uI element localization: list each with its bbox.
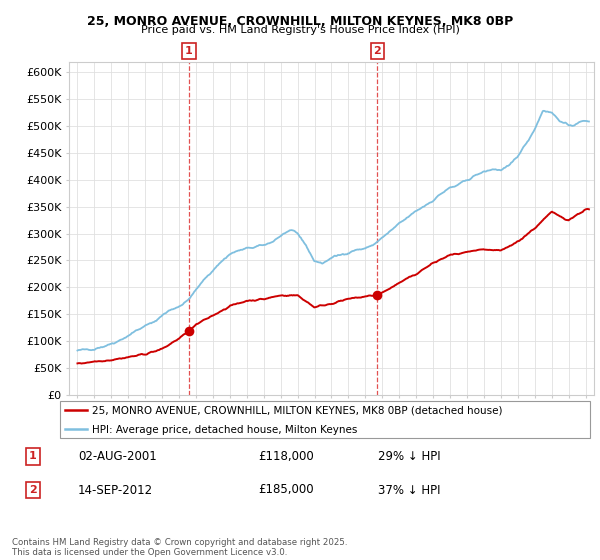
Text: £118,000: £118,000 xyxy=(258,450,314,463)
Text: £185,000: £185,000 xyxy=(258,483,314,497)
Text: 25, MONRO AVENUE, CROWNHILL, MILTON KEYNES, MK8 0BP: 25, MONRO AVENUE, CROWNHILL, MILTON KEYN… xyxy=(87,15,513,27)
Text: 02-AUG-2001: 02-AUG-2001 xyxy=(78,450,157,463)
FancyBboxPatch shape xyxy=(59,402,590,437)
Text: 25, MONRO AVENUE, CROWNHILL, MILTON KEYNES, MK8 0BP (detached house): 25, MONRO AVENUE, CROWNHILL, MILTON KEYN… xyxy=(92,405,502,415)
Text: 2: 2 xyxy=(29,485,37,495)
Text: 37% ↓ HPI: 37% ↓ HPI xyxy=(378,483,440,497)
Text: HPI: Average price, detached house, Milton Keynes: HPI: Average price, detached house, Milt… xyxy=(92,424,357,435)
Text: Price paid vs. HM Land Registry's House Price Index (HPI): Price paid vs. HM Land Registry's House … xyxy=(140,25,460,35)
Text: 1: 1 xyxy=(29,451,37,461)
Text: 1: 1 xyxy=(185,46,193,56)
Text: 14-SEP-2012: 14-SEP-2012 xyxy=(78,483,153,497)
Text: 29% ↓ HPI: 29% ↓ HPI xyxy=(378,450,440,463)
Text: Contains HM Land Registry data © Crown copyright and database right 2025.
This d: Contains HM Land Registry data © Crown c… xyxy=(12,538,347,557)
Text: 2: 2 xyxy=(373,46,381,56)
